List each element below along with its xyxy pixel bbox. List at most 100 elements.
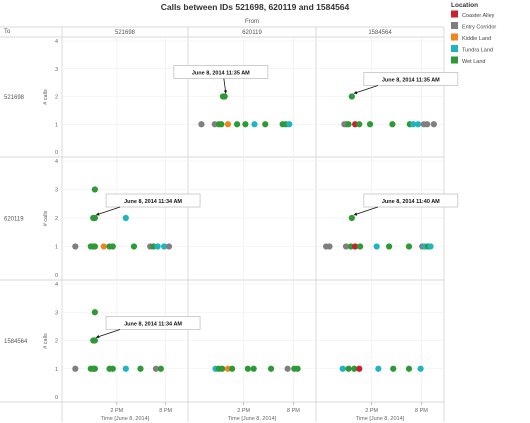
data-point [91,243,98,250]
x-tick-label: 8 PM [415,408,428,414]
data-point [72,243,79,250]
y-tick-label: 1 [55,367,58,373]
y-tick-label: 4 [55,159,58,165]
annotation-arrow [353,85,378,94]
data-point [345,121,352,128]
annotation-text: June 8, 2014 11:35 AM [382,78,440,84]
data-point [157,365,164,372]
data-point [352,243,359,250]
data-point [348,93,355,100]
data-point [345,365,352,372]
data-point [417,365,424,372]
row-label: 1584564 [4,339,28,345]
data-point [286,121,293,128]
y-tick-label: 3 [55,310,58,316]
panel-grid [0,26,445,422]
legend-swatch [451,45,458,52]
data-point [224,121,232,128]
legend-label: Tundra Land [462,48,493,54]
data-point [122,365,129,372]
data-point [386,243,393,250]
y-tick-label: 1 [55,122,58,128]
data-point [152,365,160,372]
data-point [284,365,291,372]
data-point [427,243,434,250]
data-point [342,243,350,250]
data-point [229,365,236,372]
annotation-text: June 8, 2014 11:34 AM [124,199,182,205]
chart-title: Calls between IDs 521698, 620119 and 158… [161,2,350,12]
annotation-arrow [95,329,121,338]
data-point [415,121,422,128]
annotation-text: June 8, 2014 11:40 AM [382,199,440,205]
y-tick-label: 2 [55,339,58,345]
y-tick-label: 2 [55,216,58,222]
y-tick-label: 4 [55,282,58,288]
annotation-arrowhead [96,334,100,339]
legend-swatch [451,22,458,29]
annotation-text: June 8, 2014 11:35 AM [192,71,250,77]
annotation-box [363,193,459,208]
axis-labels: 521698 620119 1584564 521698 # calls 0 1 2 3 4 620… [4,30,428,422]
data-point [242,121,249,128]
annotation-arrow [95,206,121,216]
data-points [72,93,437,372]
data-point [250,365,257,372]
data-point [366,121,374,128]
data-point [357,243,364,250]
data-point [109,243,116,250]
annotation-text: June 8, 2014 11:34 AM [124,322,182,328]
x-tick-label: 2 PM [110,408,123,414]
y-tick-label: 1 [55,245,58,251]
data-point [356,121,363,128]
data-point [91,186,98,193]
data-point [165,243,173,250]
legend-label: Wet Land [462,59,485,65]
annotation-arrowhead [96,212,100,216]
row-label: 620119 [4,217,24,223]
legend-label: Kiddie Land [462,36,491,42]
column-label: 521698 [115,30,136,36]
data-point [130,243,138,250]
data-point [430,121,437,128]
data-point [233,121,241,128]
y-tick-label: 2 [55,95,58,101]
data-point [221,93,228,100]
y-tick-label: 3 [55,67,58,73]
row-header: To [4,29,11,35]
y-tick-label: 0 [55,273,58,279]
annotation-arrowhead [223,90,228,94]
data-point [218,121,225,128]
data-point [389,121,396,128]
y-tick-label: 4 [55,39,58,45]
y-axis-title: # calls [43,89,49,105]
x-axis-title: Time [June 8, 2014] [228,416,277,422]
data-point [262,121,269,128]
data-point [91,214,98,222]
column-label: 620119 [242,30,262,36]
legend-label: Entry Corridor [462,25,496,31]
y-axis-title: # calls [43,333,49,349]
data-point [373,243,380,250]
legend-swatch [451,33,458,41]
data-point [424,121,431,128]
annotation-arrowhead [353,90,358,95]
x-tick-label: 8 PM [159,408,172,414]
data-point [160,243,168,250]
annotation-arrowhead [353,212,358,216]
annotations: June 8, 2014 11:35 AM June 8, 2014 11:35 … [95,65,459,339]
x-axis-title: Time [June 8, 2014] [101,416,150,422]
column-header: From [245,19,259,25]
data-point [154,243,161,250]
annotation-box [105,193,201,208]
annotation-box [173,65,269,79]
data-point [100,243,107,250]
y-axis-title: # calls [43,210,49,226]
x-tick-label: 2 PM [365,408,378,414]
y-tick-label: 0 [55,395,58,401]
x-axis-title: Time [June 8, 2014] [356,416,405,422]
data-point [109,365,116,372]
data-point [91,309,98,316]
data-point [390,365,397,372]
data-point [72,365,79,372]
